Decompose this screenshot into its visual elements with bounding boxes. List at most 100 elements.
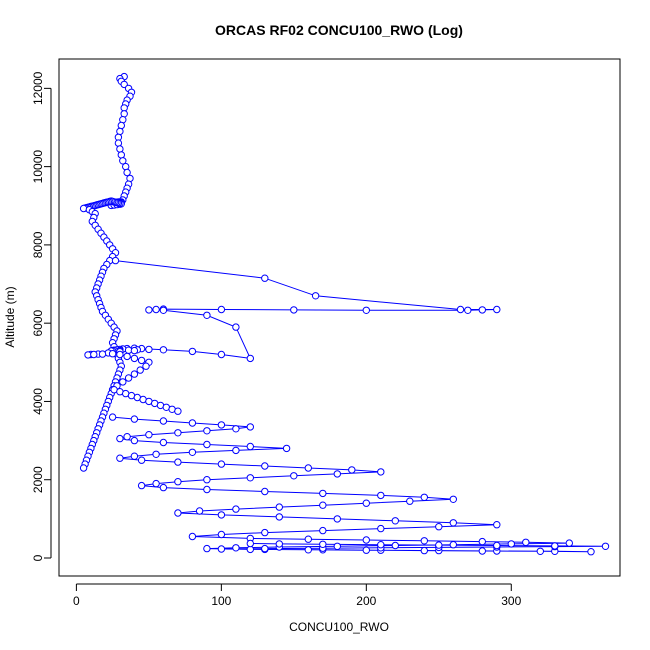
data-point xyxy=(464,306,472,314)
data-point xyxy=(261,274,269,282)
data-point xyxy=(203,311,211,319)
x-axis-label: CONCU100_RWO xyxy=(289,620,389,634)
data-point xyxy=(246,539,255,548)
data-point xyxy=(145,306,153,314)
y-tick-label: 12000 xyxy=(31,71,45,105)
data-point xyxy=(246,354,255,363)
data-point xyxy=(478,537,486,546)
data-point xyxy=(493,541,501,550)
data-point xyxy=(217,530,226,539)
data-point xyxy=(159,306,168,314)
data-point xyxy=(188,532,197,541)
data-point xyxy=(123,433,131,441)
data-point xyxy=(362,306,370,314)
data-point xyxy=(203,440,211,449)
data-point xyxy=(601,542,610,550)
data-point xyxy=(108,350,117,358)
data-point xyxy=(261,528,269,537)
data-point xyxy=(137,481,146,490)
data-point xyxy=(111,256,120,265)
data-point xyxy=(130,436,139,445)
data-point xyxy=(217,305,226,314)
data-point xyxy=(188,448,197,456)
data-point xyxy=(145,431,153,439)
data-point xyxy=(117,151,126,159)
data-point xyxy=(124,374,133,382)
data-point xyxy=(362,536,370,544)
data-point xyxy=(116,454,124,462)
data-point xyxy=(116,145,124,153)
data-point xyxy=(522,538,530,546)
data-point xyxy=(122,162,130,171)
data-point xyxy=(551,542,559,550)
data-point xyxy=(449,495,457,503)
series-line-2 xyxy=(112,416,606,553)
data-point xyxy=(261,487,269,496)
y-tick-label: 8000 xyxy=(31,231,45,258)
data-point xyxy=(275,503,283,511)
data-point xyxy=(174,429,182,437)
data-point xyxy=(195,507,204,515)
data-point xyxy=(420,493,428,501)
data-point xyxy=(90,350,98,359)
series-layer xyxy=(79,72,610,556)
data-point xyxy=(137,356,146,365)
data-point xyxy=(174,478,182,486)
data-point xyxy=(119,157,127,165)
data-point xyxy=(142,362,150,370)
data-point xyxy=(79,204,88,213)
data-point xyxy=(217,421,226,429)
data-point xyxy=(203,427,211,435)
data-point xyxy=(152,479,160,488)
data-point xyxy=(130,346,139,355)
data-point xyxy=(536,547,544,555)
data-point xyxy=(130,415,139,423)
data-point xyxy=(137,456,146,464)
data-point xyxy=(159,483,168,492)
data-point xyxy=(232,505,240,513)
data-point xyxy=(406,497,414,505)
data-point xyxy=(246,442,255,451)
data-point xyxy=(123,352,131,361)
data-point xyxy=(152,305,160,314)
data-point xyxy=(311,292,320,300)
data-point xyxy=(333,542,341,550)
data-point xyxy=(116,127,124,136)
data-point xyxy=(319,489,327,498)
data-point xyxy=(232,446,240,455)
data-point xyxy=(188,419,197,427)
data-point xyxy=(275,540,283,548)
y-tick-label: 4000 xyxy=(31,388,45,415)
data-point xyxy=(203,476,211,484)
data-point xyxy=(377,491,385,500)
data-point xyxy=(304,535,312,543)
data-point xyxy=(391,541,399,550)
data-point xyxy=(478,306,486,314)
data-point xyxy=(449,519,457,527)
data-point xyxy=(420,537,428,545)
data-point xyxy=(362,499,370,507)
data-point xyxy=(152,450,160,458)
data-point xyxy=(348,466,356,474)
data-point xyxy=(493,521,501,529)
data-point xyxy=(119,378,127,386)
data-point xyxy=(174,509,182,517)
data-point xyxy=(174,458,182,466)
data-point xyxy=(123,168,131,177)
data-point xyxy=(319,501,327,509)
data-point xyxy=(377,541,385,549)
data-point xyxy=(565,539,573,547)
data-point xyxy=(188,347,197,356)
chart-title: ORCAS RF02 CONCU100_RWO (Log) xyxy=(215,22,463,38)
data-point xyxy=(203,485,211,494)
y-axis-label: Altitude (m) xyxy=(3,286,17,347)
data-point xyxy=(319,526,327,535)
data-point xyxy=(130,370,139,378)
x-tick-label: 300 xyxy=(501,594,521,608)
data-point xyxy=(117,121,126,130)
data-point xyxy=(130,452,139,460)
y-tick-label: 10000 xyxy=(31,150,45,184)
x-tick-label: 0 xyxy=(73,594,80,608)
data-point xyxy=(275,513,283,521)
data-point xyxy=(174,407,182,415)
